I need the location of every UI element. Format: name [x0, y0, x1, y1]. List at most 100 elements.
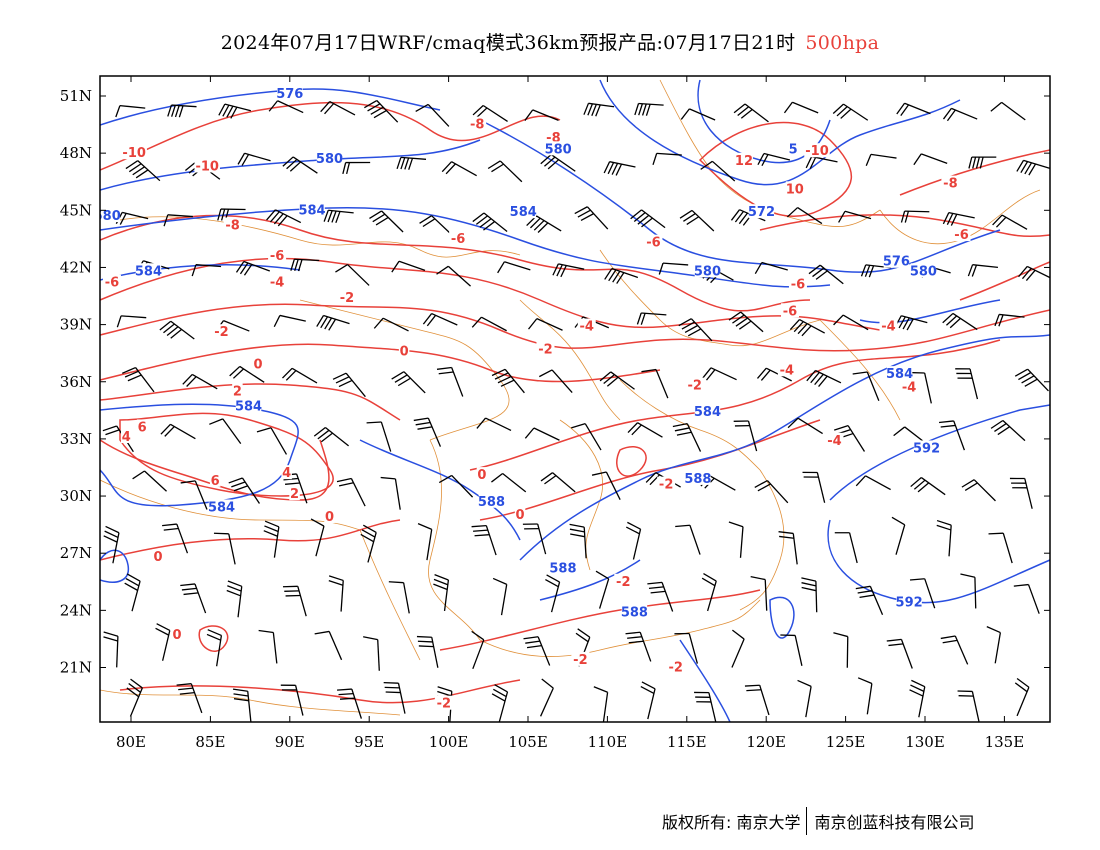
geopotential-contour-label: 588 [621, 605, 648, 620]
geopotential-contour-label: 580 [94, 209, 121, 224]
wind-barb [783, 101, 819, 114]
wind-barb [364, 99, 399, 123]
wind-barb [789, 318, 825, 337]
wind-barb [235, 260, 271, 276]
wind-barb [955, 368, 979, 400]
wind-barb [415, 103, 450, 127]
chart-title: 2024年07月17日WRF/cmaq模式36km预报产品:07月17日21时 5… [0, 28, 1100, 55]
wind-barb [647, 581, 674, 612]
geopotential-contour-label-bg [478, 493, 505, 508]
geopotential-contour-label: 584 [135, 264, 162, 279]
geopotential-contour-label: 584 [694, 405, 721, 420]
wind-barb [491, 684, 509, 722]
wind-barb [126, 678, 143, 717]
temperature-contour-label-bg [952, 227, 971, 242]
temperature-contour-line [100, 343, 661, 383]
wind-barb [1014, 368, 1049, 392]
temperature-contour-label: 0 [400, 344, 409, 359]
geopotential-contour-label: 572 [748, 205, 775, 220]
wind-barb [180, 583, 207, 614]
wind-barb [125, 160, 161, 182]
wind-barb [314, 630, 343, 661]
wind-barb [163, 214, 193, 227]
geopotential-contour-label: 580 [910, 264, 937, 279]
geopotential-contour-line [100, 549, 130, 583]
wind-barb [492, 577, 508, 616]
wind-barb [569, 523, 587, 559]
temperature-contour-label-bg [941, 175, 960, 190]
temperature-contour-label: 0 [173, 628, 182, 643]
temperature-contour-line [439, 589, 761, 651]
wind-barb [552, 263, 585, 278]
wind-barb [855, 585, 884, 616]
temperature-contour-label: -6 [791, 278, 805, 293]
temperature-contour-label-bg [900, 379, 919, 394]
geopotential-contour-label: 588 [549, 561, 576, 576]
temperature-contour-label-bg [281, 465, 292, 480]
wind-barb [702, 367, 737, 381]
wind-barb [282, 156, 318, 174]
wind-barb [497, 261, 531, 274]
lat-label: 39N [60, 316, 92, 334]
temperature-contour-label-bg [268, 274, 287, 289]
wind-barb [191, 264, 222, 277]
wind-barb [909, 578, 936, 609]
wind-barb [522, 523, 547, 555]
wind-barb [990, 101, 1026, 121]
temperature-contour-label: -10 [805, 144, 829, 159]
wind-barb [674, 632, 698, 664]
wind-barb [263, 520, 280, 558]
wind-barb [658, 262, 689, 275]
wind-barb [383, 682, 406, 714]
temperature-contour-label: -4 [902, 380, 916, 395]
wind-barb [540, 154, 576, 172]
temperature-contour-label: -2 [688, 379, 702, 394]
temperature-contour-line [100, 383, 401, 421]
wind-barb [894, 315, 928, 331]
lon-label: 120E [746, 733, 786, 751]
lat-label: 30N [60, 487, 92, 505]
temperature-contour-label: 0 [254, 358, 263, 373]
wind-barb [942, 312, 978, 331]
lat-label: 36N [60, 373, 92, 391]
lon-label: 135E [985, 733, 1025, 751]
wind-barb [750, 576, 768, 611]
wind-barb [604, 267, 639, 284]
geopotential-contour-line [100, 206, 831, 288]
wind-barb [471, 630, 485, 670]
temperature-contour-line [119, 412, 334, 497]
temperature-contour-label-bg [825, 432, 844, 447]
wind-barb [176, 683, 203, 714]
lat-label: 48N [60, 144, 92, 162]
temperature-contour-label: 0 [153, 550, 162, 565]
wind-barb [540, 472, 576, 493]
wind-barb [990, 419, 1026, 442]
wind-barb [672, 423, 702, 452]
axis-ticks [100, 76, 1050, 722]
geopotential-contour-label-bg [208, 499, 235, 514]
wind-barb [910, 477, 946, 496]
temperature-contour-label: -8 [225, 219, 239, 234]
wind-barb [806, 369, 842, 387]
lon-label: 95E [354, 733, 384, 751]
geopotential-contour-label-bg [550, 560, 576, 575]
geopotential-contour-label-bg [299, 202, 325, 217]
wind-barb [217, 208, 246, 221]
wind-barb [583, 102, 615, 117]
geopotential-contour-label-bg [913, 440, 940, 455]
axis-labels: 51N 48N 45N 42N 39N 36N 33N 30N 27N 24N 21N 80E 85E 9… [60, 87, 1024, 751]
temperature-contour-label-bg [666, 659, 685, 674]
wind-barb [332, 372, 366, 398]
temperature-contour-label-bg [121, 145, 147, 160]
geopotential-contour-label-bg [621, 604, 648, 619]
wind-barb [441, 161, 477, 177]
wind-barb [855, 475, 891, 491]
wind-barb [936, 519, 952, 557]
boundary-line [100, 689, 401, 716]
geopotential-contour-label-bg [896, 594, 922, 609]
wind-barb [571, 423, 602, 451]
wind-barb [942, 211, 975, 226]
wind-barb [282, 585, 307, 617]
title-prefix: 2024年07月17日WRF/cmaq模式36km预报产品:07月17日21时 [220, 32, 796, 54]
geopotential-contour-label: 576 [276, 87, 303, 102]
